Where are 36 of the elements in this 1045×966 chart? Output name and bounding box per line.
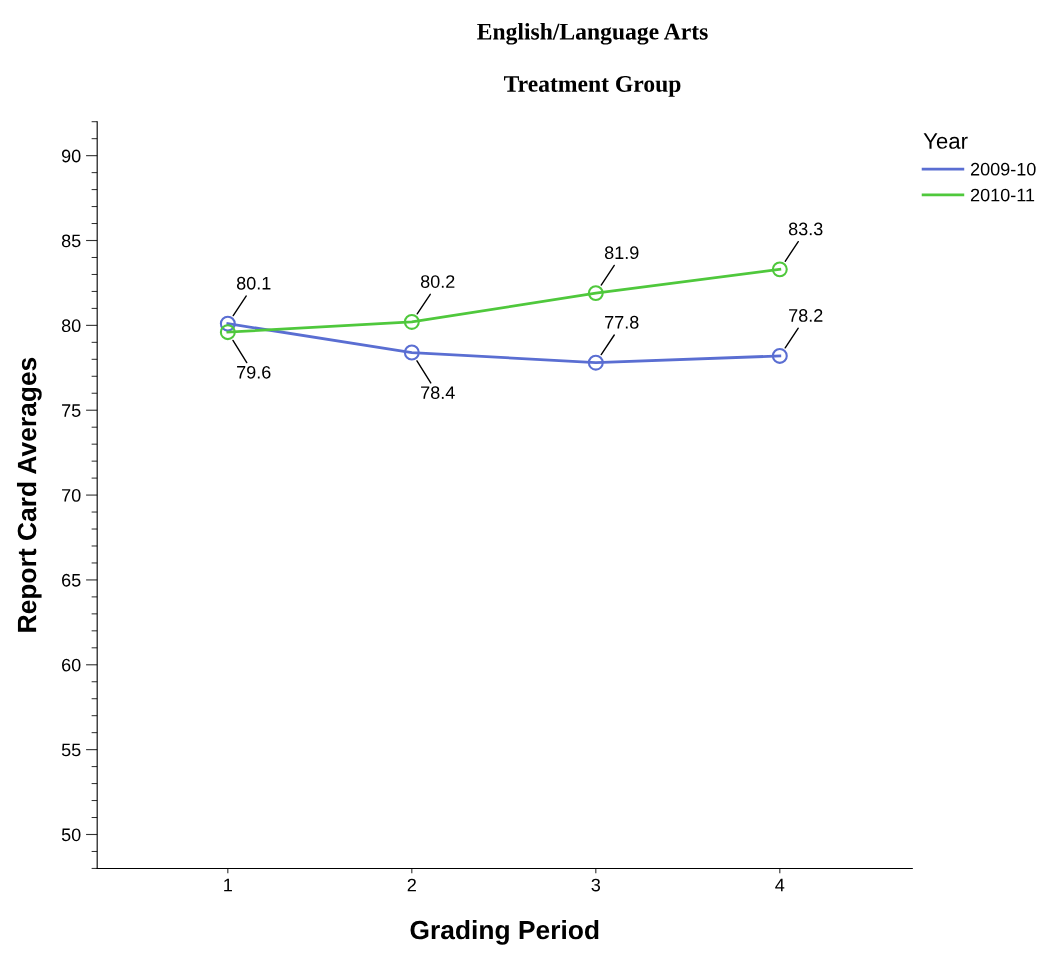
data-label: 77.8 [605, 315, 639, 329]
y-tick-label: 85 [61, 234, 81, 248]
data-label: 80.2 [420, 275, 455, 288]
data-label: 78.2 [789, 309, 823, 322]
y-axis-title: Report Card Averages [16, 357, 42, 632]
point [771, 261, 788, 278]
y-tick-label: 60 [62, 658, 81, 672]
data-label: 80.1 [236, 276, 271, 290]
legend-title: Year [923, 133, 968, 149]
y-tick-label: 90 [61, 149, 81, 163]
y-tick-label: 75 [62, 404, 81, 417]
point [403, 344, 420, 361]
y-tick-label: 50 [61, 828, 81, 842]
point [771, 347, 788, 364]
point [587, 354, 604, 371]
chart-subtitle: Treatment Group [504, 76, 681, 97]
legend-label: 2009-10 [970, 162, 1036, 176]
point [587, 285, 604, 302]
data-label: 83.3 [788, 222, 823, 236]
x-axis-title: Grading Period [410, 919, 599, 945]
x-tick-label: 4 [775, 878, 785, 892]
y-tick-label: 55 [61, 743, 81, 757]
x-tick-label: 2 [407, 878, 416, 892]
legend-label: 2010-11 [970, 188, 1035, 202]
y-tick-label: 80 [61, 319, 81, 333]
data-label: 78.4 [421, 386, 455, 400]
y-tick-label: 65 [62, 573, 81, 587]
x-tick-label: 1 [224, 878, 232, 892]
y-tick-label: 70 [62, 489, 81, 502]
point [403, 313, 420, 330]
x-tick-label: 3 [591, 878, 601, 892]
data-label: 79.6 [237, 365, 271, 379]
data-label: 81.9 [604, 246, 639, 260]
point [219, 315, 236, 332]
chart-title: English/Language Arts [477, 23, 708, 45]
point [219, 324, 236, 341]
